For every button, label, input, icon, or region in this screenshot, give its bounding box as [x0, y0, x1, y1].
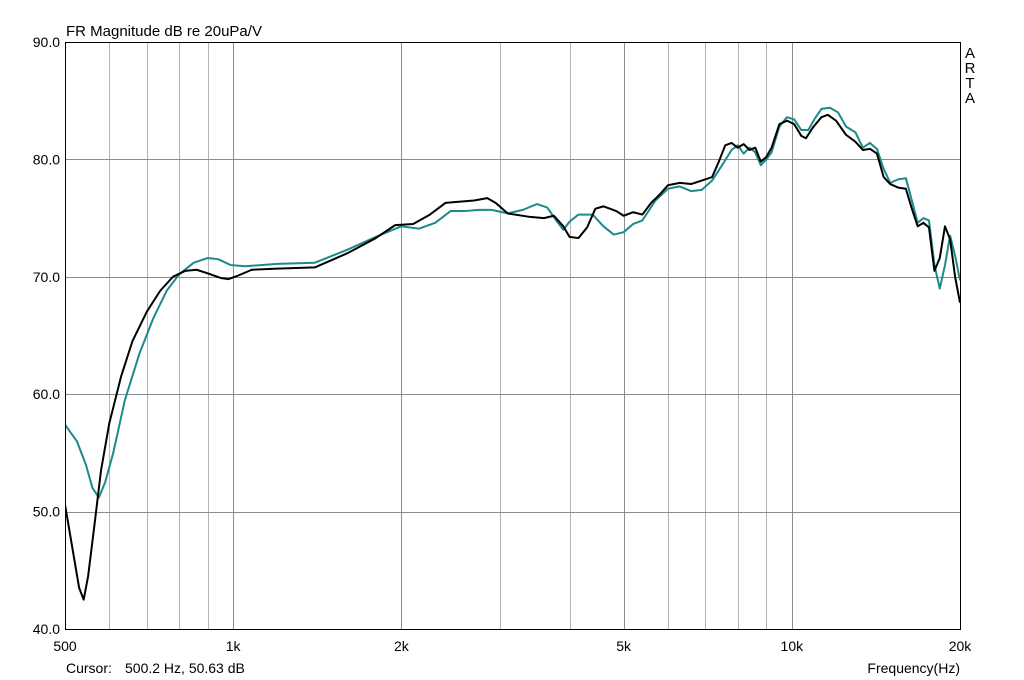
y-tick-label: 80.0 — [33, 151, 60, 167]
brand-letter: A — [965, 45, 975, 62]
series-line-2 — [65, 106, 960, 499]
y-tick-label: 50.0 — [33, 504, 60, 520]
brand-letter: T — [965, 75, 974, 92]
x-tick-label: 1k — [226, 638, 242, 654]
x-tick-label: 2k — [394, 638, 410, 654]
brand-letter: A — [965, 90, 975, 107]
x-axis-label: Frequency(Hz) — [867, 660, 960, 676]
brand-letter: R — [965, 60, 976, 77]
x-tick-label: 500 — [53, 638, 77, 654]
x-tick-label: 20k — [949, 638, 973, 654]
series-line-1 — [65, 113, 960, 601]
chart-title: FR Magnitude dB re 20uPa/V — [66, 23, 262, 40]
plot-frame — [65, 42, 961, 630]
x-tick-label: 10k — [781, 638, 805, 654]
y-tick-label: 40.0 — [33, 621, 60, 637]
cursor-readout: 500.2 Hz, 50.63 dB — [125, 660, 245, 676]
y-tick-label: 90.0 — [33, 34, 60, 50]
y-tick-label: 60.0 — [33, 386, 60, 402]
tick-labels: 500 1k 2k 5k 10k 20k 40.0 50.0 60.0 70.0 80.0 90.0 — [33, 34, 973, 654]
x-tick-label: 5k — [616, 638, 632, 654]
y-tick-label: 70.0 — [33, 269, 60, 285]
series-layer — [65, 106, 960, 601]
cursor-label: Cursor: — [66, 660, 112, 676]
